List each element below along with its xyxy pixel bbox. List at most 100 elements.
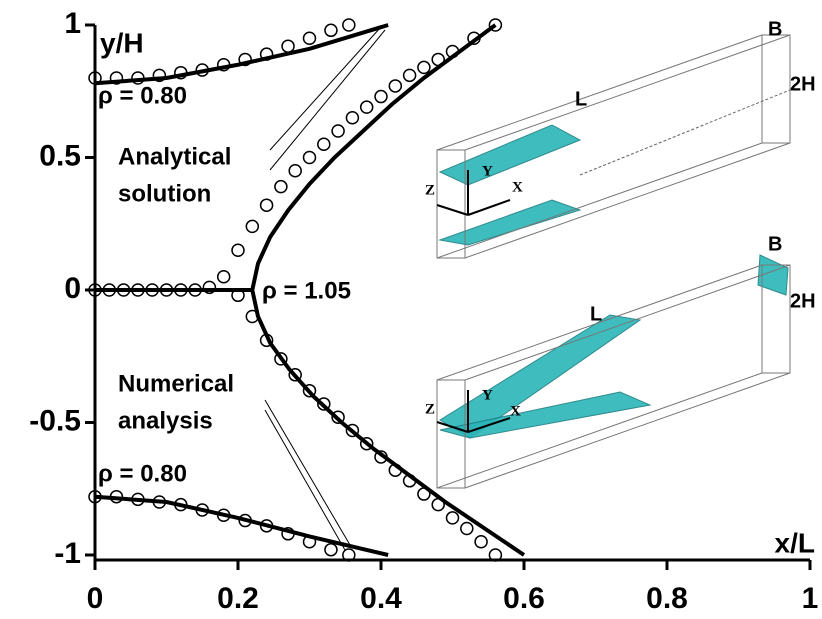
annotation: ρ = 1.05 <box>262 277 351 304</box>
numerical-point <box>259 333 274 348</box>
numerical-point <box>359 100 374 114</box>
numerical-point <box>238 52 252 67</box>
numerical-point <box>131 71 145 85</box>
numerical-point <box>216 270 231 284</box>
annotation: ρ = 0.80 <box>98 460 187 487</box>
y-tick-label: 0.5 <box>39 139 81 172</box>
numerical-point <box>109 71 124 85</box>
inset-label: L <box>590 303 602 325</box>
numerical-point <box>174 65 188 80</box>
numerical-point <box>431 52 445 67</box>
analytical-line <box>94 494 389 557</box>
annotation: analysis <box>118 407 213 434</box>
numerical-point <box>317 397 331 411</box>
numerical-point <box>174 497 188 512</box>
numerical-point <box>238 513 252 528</box>
numerical-point <box>159 283 174 297</box>
numerical-point <box>302 150 317 165</box>
inset-top <box>436 34 791 259</box>
inset-label: 2H <box>790 290 816 312</box>
numerical-point <box>467 31 481 45</box>
x-tick-label: 0.8 <box>646 582 688 615</box>
callouts <box>264 27 386 551</box>
analytical-line <box>250 23 526 557</box>
numerical-point <box>417 60 431 75</box>
x-label: x/L <box>775 527 815 558</box>
numerical-point <box>374 450 388 464</box>
numerical-point <box>324 542 338 557</box>
numerical-point <box>402 474 417 488</box>
numerical-point <box>445 511 460 525</box>
annotation: solution <box>118 180 211 207</box>
inset-label: Y <box>482 163 493 179</box>
numerical-point <box>188 283 202 297</box>
numerical-point <box>259 47 274 61</box>
annotation: Numerical <box>118 370 234 397</box>
numerical-point <box>445 44 460 59</box>
inset-label: B <box>768 18 782 40</box>
numerical-point <box>359 436 374 451</box>
numerical-point <box>302 383 317 398</box>
numerical-point <box>288 368 302 382</box>
numerical-point <box>317 137 331 151</box>
numerical-point <box>231 243 245 257</box>
numerical-point <box>342 548 356 562</box>
numerical-point <box>195 503 209 517</box>
numerical-point <box>345 423 360 438</box>
numerical-point <box>474 535 488 549</box>
numerical-point <box>281 39 295 53</box>
y-tick-label: 1 <box>64 7 81 40</box>
axes <box>93 25 810 562</box>
numerical-point <box>488 548 503 562</box>
numerical-point <box>345 111 360 125</box>
numerical-point <box>259 198 274 212</box>
numerical-point <box>460 521 474 536</box>
numerical-point <box>402 68 417 83</box>
y-tick-label: -0.5 <box>29 404 81 437</box>
numerical-point <box>174 283 188 297</box>
numerical-point <box>281 527 295 541</box>
numerical-point <box>145 283 159 297</box>
numerical-point <box>388 79 403 93</box>
numerical-point <box>116 283 131 297</box>
inset-bottom <box>436 254 791 489</box>
numerical-point <box>152 495 167 509</box>
numerical-point <box>331 124 345 138</box>
x-tick-label: 1 <box>802 582 819 615</box>
numerical-point <box>331 410 345 424</box>
numerical-point <box>152 68 167 83</box>
numerical-point <box>342 18 356 32</box>
numerical-point <box>259 519 274 533</box>
numerical-point <box>288 164 302 178</box>
x-tick-label: 0.2 <box>217 582 259 615</box>
numerical-point <box>109 489 124 504</box>
numerical-point <box>195 63 209 77</box>
inset-label: 2H <box>790 73 816 95</box>
numerical-point <box>374 89 388 104</box>
annotation: ρ = 0.80 <box>98 82 187 109</box>
numerical-point <box>88 283 102 297</box>
numerical-point <box>302 535 317 549</box>
numerical-point <box>102 283 117 297</box>
numerical-point <box>216 58 231 72</box>
numerical-point <box>274 179 288 194</box>
numerical-point <box>488 18 503 32</box>
y-tick-label: 0 <box>64 272 81 305</box>
y-label: y/H <box>100 27 144 58</box>
numerical-point <box>274 352 288 366</box>
inset-label: Z <box>425 182 435 198</box>
numerical-point <box>131 492 145 507</box>
numerical-point <box>202 280 217 295</box>
numerical-point <box>388 463 403 477</box>
inset-label: B <box>768 233 782 255</box>
inset-label: Y <box>482 387 493 403</box>
numerical-point <box>245 219 260 234</box>
numerical-point <box>88 489 102 504</box>
annotation: Analytical <box>118 143 231 170</box>
x-tick-label: 0.4 <box>360 582 402 615</box>
inset-label: X <box>510 403 521 419</box>
analytical-line <box>94 23 389 86</box>
numerical-point <box>245 309 260 324</box>
numerical-point <box>131 283 145 297</box>
